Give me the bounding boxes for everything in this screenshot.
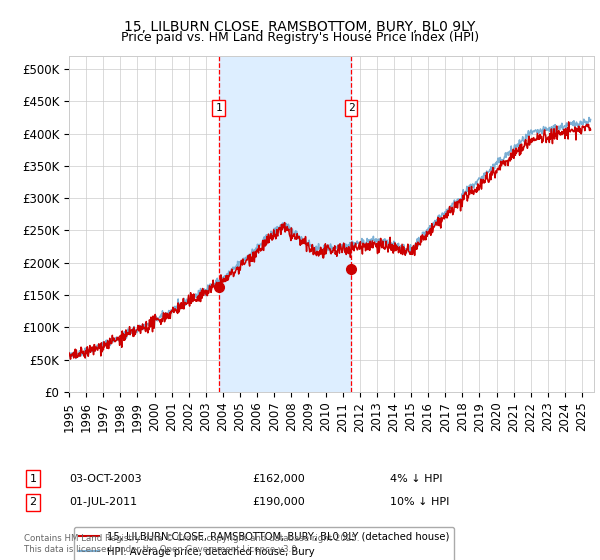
Text: 2: 2	[348, 103, 355, 113]
Text: £162,000: £162,000	[252, 474, 305, 484]
Text: 03-OCT-2003: 03-OCT-2003	[69, 474, 142, 484]
Text: 15, LILBURN CLOSE, RAMSBOTTOM, BURY, BL0 9LY: 15, LILBURN CLOSE, RAMSBOTTOM, BURY, BL0…	[124, 20, 476, 34]
Text: Price paid vs. HM Land Registry's House Price Index (HPI): Price paid vs. HM Land Registry's House …	[121, 31, 479, 44]
Text: 10% ↓ HPI: 10% ↓ HPI	[390, 497, 449, 507]
Text: £190,000: £190,000	[252, 497, 305, 507]
Legend: 15, LILBURN CLOSE, RAMSBOTTOM, BURY, BL0 9LY (detached house), HPI: Average pric: 15, LILBURN CLOSE, RAMSBOTTOM, BURY, BL0…	[74, 527, 454, 560]
Text: 4% ↓ HPI: 4% ↓ HPI	[390, 474, 443, 484]
Text: Contains HM Land Registry data © Crown copyright and database right 2025.
This d: Contains HM Land Registry data © Crown c…	[24, 534, 359, 554]
Text: 01-JUL-2011: 01-JUL-2011	[69, 497, 137, 507]
Bar	[218, 56, 351, 392]
Text: 2: 2	[29, 497, 37, 507]
Text: 1: 1	[215, 103, 222, 113]
Text: 1: 1	[29, 474, 37, 484]
